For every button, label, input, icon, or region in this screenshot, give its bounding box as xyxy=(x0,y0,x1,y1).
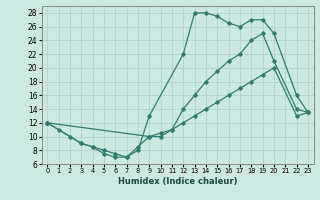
X-axis label: Humidex (Indice chaleur): Humidex (Indice chaleur) xyxy=(118,177,237,186)
